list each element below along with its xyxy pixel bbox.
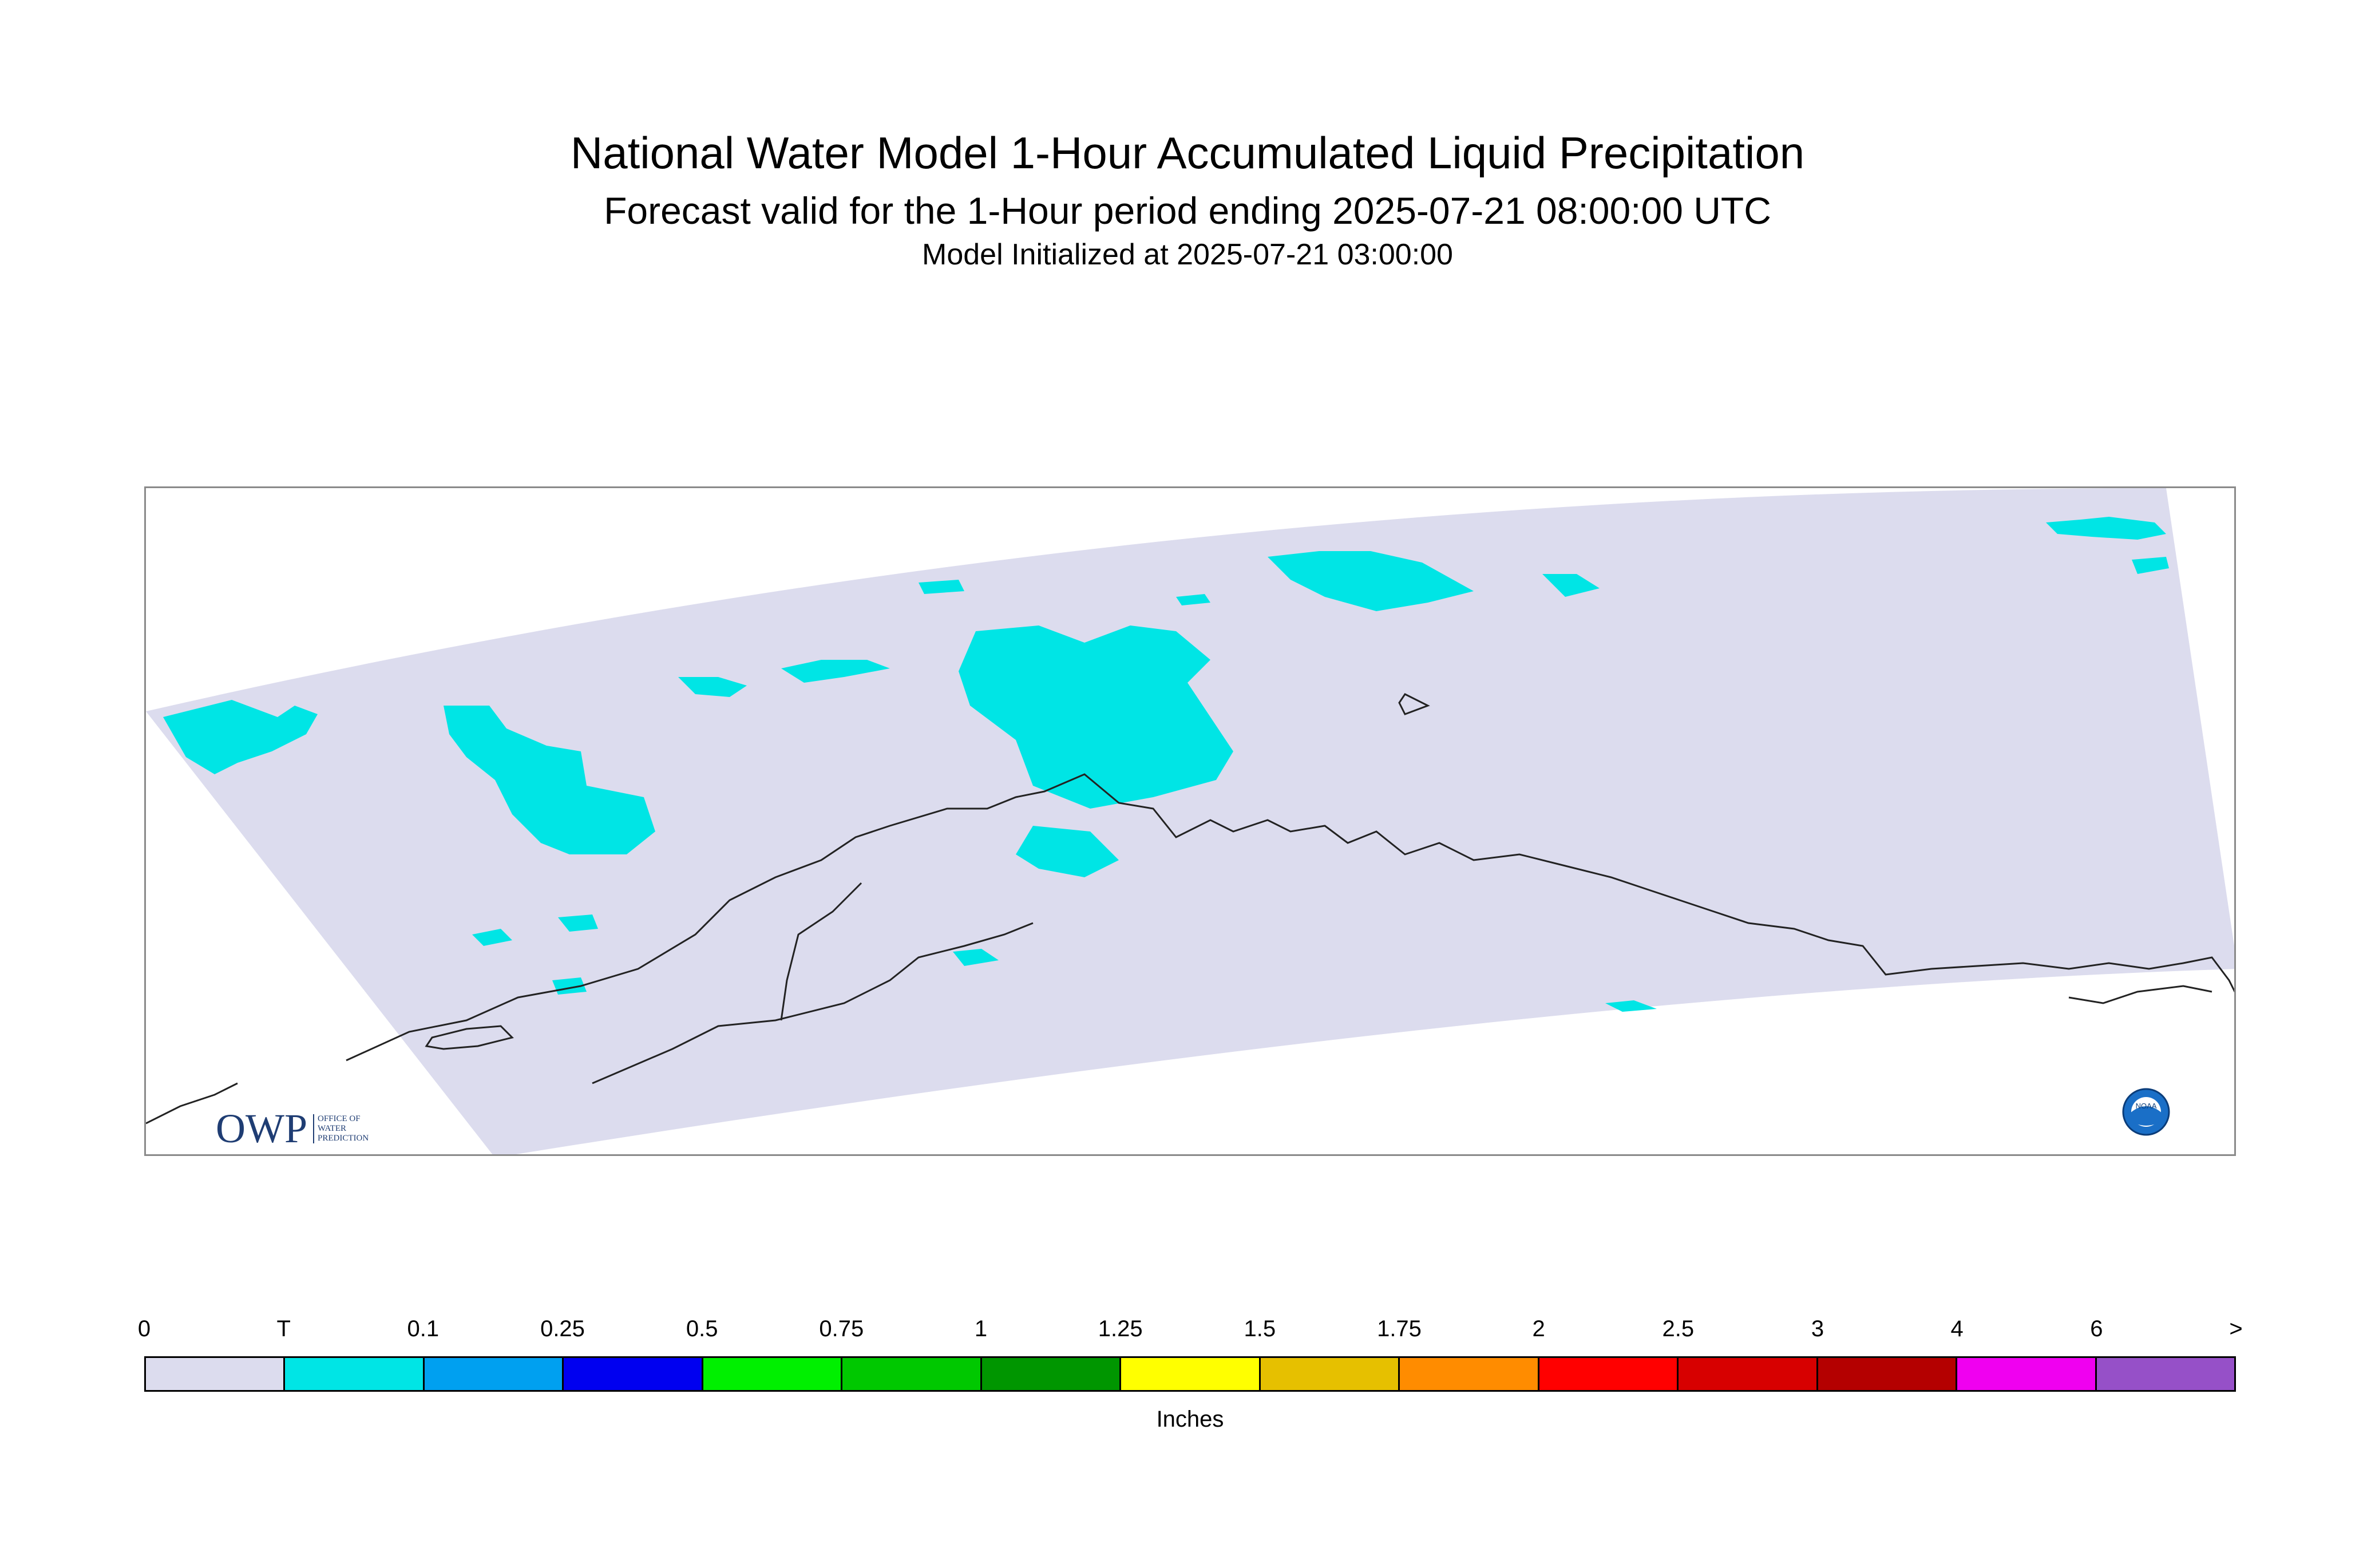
legend-swatch: [1121, 1358, 1261, 1390]
coastline-path: [146, 1082, 238, 1124]
legend-tick-label: 2.5: [1662, 1316, 1695, 1341]
precipitation-map: NOAA OWP OFFICE OF WATER PREDICTION: [144, 486, 2236, 1156]
legend-swatch: [1260, 1358, 1400, 1390]
legend-swatch: [1539, 1358, 1679, 1390]
legend-tick-label: 3: [1811, 1316, 1824, 1341]
legend-swatch: [981, 1358, 1122, 1390]
precip-area: [1268, 551, 1474, 611]
legend-tick-label: 0.1: [407, 1316, 440, 1341]
precip-area: [781, 660, 890, 683]
legend-tick-label: >: [2229, 1316, 2243, 1341]
coastline-path: [425, 1025, 514, 1050]
legend-swatch: [285, 1358, 425, 1390]
model-init-time: Model Initialized at 2025-07-21 03:00:00: [922, 238, 1453, 271]
coastline-path: [592, 922, 1034, 1084]
legend-tick-label: 1.25: [1098, 1316, 1143, 1341]
legend-tick-label: 1.75: [1377, 1316, 1422, 1341]
map-title: National Water Model 1-Hour Accumulated …: [570, 128, 1805, 178]
svg-text:NOAA: NOAA: [2136, 1102, 2157, 1110]
legend-tick-label: 0.5: [686, 1316, 718, 1341]
map-subtitle: Forecast valid for the 1-Hour period end…: [604, 189, 1771, 232]
precip-area: [1016, 826, 1119, 877]
precip-area: [2046, 517, 2166, 540]
precip-area: [444, 706, 655, 854]
legend-swatch: [1679, 1358, 1818, 1390]
legend-swatch: [1957, 1358, 2097, 1390]
legend-tick-label: 2: [1532, 1316, 1545, 1341]
legend-tick-label: 6: [2090, 1316, 2103, 1341]
legend-tick-label: 4: [1950, 1316, 1964, 1341]
precip-area: [678, 677, 747, 697]
legend-swatch: [703, 1358, 843, 1390]
owp-text-line: PREDICTION: [318, 1134, 369, 1143]
legend-units: Inches: [1156, 1407, 1224, 1432]
legend-swatch: [1818, 1358, 1958, 1390]
coastline-path: [780, 882, 862, 1021]
owp-text-line: OFFICE OF: [318, 1114, 361, 1123]
owp-text-line: WATER: [318, 1124, 346, 1133]
legend-tick-label: 0: [137, 1316, 151, 1341]
coastline-path: [346, 773, 2234, 1062]
precip-area: [1605, 1000, 1657, 1012]
legend-tick-label: T: [276, 1316, 291, 1341]
precip-area: [1176, 594, 1210, 605]
precip-area: [2132, 557, 2169, 574]
legend-tick-label: 0.75: [819, 1316, 864, 1341]
coastline-path: [2068, 985, 2212, 1004]
legend-swatch: [424, 1358, 564, 1390]
precip-area: [1542, 574, 1600, 597]
precip-area: [953, 949, 999, 966]
precip-area: [558, 914, 598, 932]
legend-tick-label: 0.25: [540, 1316, 585, 1341]
coastline: [146, 693, 2234, 1124]
legend-swatch: [146, 1358, 286, 1390]
precipitation-areas: [163, 517, 2169, 1012]
precip-area: [163, 700, 318, 774]
legend-swatch: [2096, 1358, 2235, 1390]
legend-tick-label: 1.5: [1244, 1316, 1276, 1341]
legend-swatch: [1400, 1358, 1539, 1390]
map-canvas: NOAA: [146, 488, 2234, 1154]
noaa-logo: NOAA: [2122, 1088, 2170, 1136]
legend-swatch: [842, 1358, 982, 1390]
legend-colorbar: [144, 1356, 2236, 1392]
precip-area: [959, 625, 1233, 809]
precip-area: [919, 580, 964, 594]
legend-swatch: [564, 1358, 703, 1390]
precip-area: [472, 929, 512, 946]
owp-mark: OWP: [216, 1106, 307, 1151]
model-domain: [146, 488, 2234, 1154]
owp-logo: OWP OFFICE OF WATER PREDICTION: [216, 1105, 369, 1153]
color-legend: 0 T 0.1 0.25 0.5 0.75 1 1.25 1.5 1.75 2 2.5 3 4 6 > Inc…: [138, 1316, 2243, 1465]
legend-tick-label: 1: [974, 1316, 988, 1341]
coastline-path: [1398, 693, 1430, 715]
